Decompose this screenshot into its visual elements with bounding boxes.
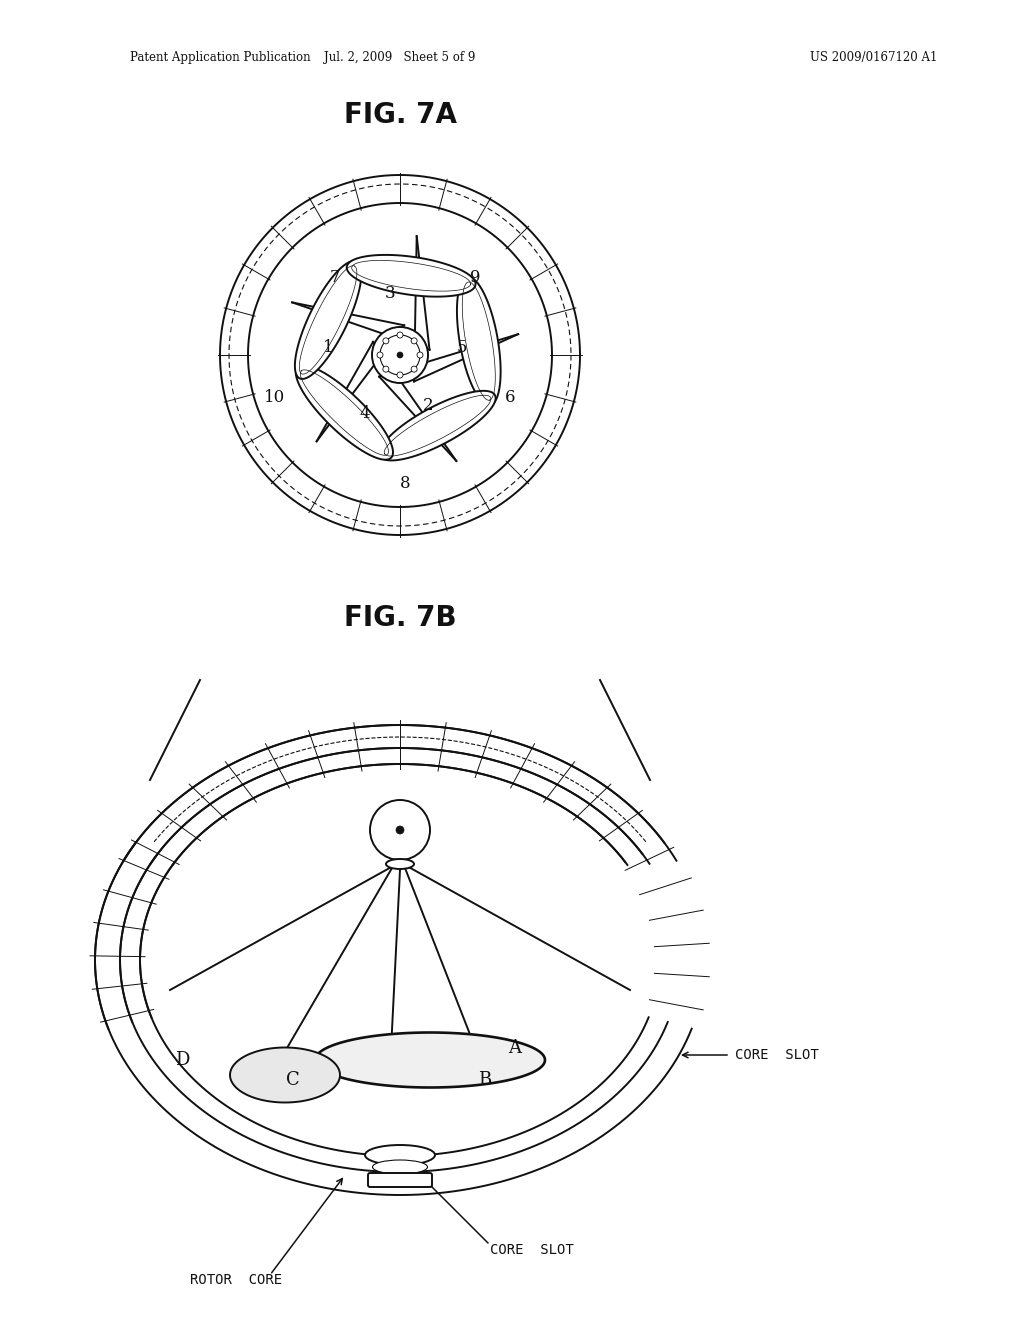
Circle shape — [397, 372, 403, 378]
Polygon shape — [315, 1032, 545, 1088]
Circle shape — [377, 352, 383, 358]
Polygon shape — [347, 255, 475, 297]
FancyBboxPatch shape — [368, 1173, 432, 1187]
Text: A: A — [509, 1039, 521, 1057]
Text: 9: 9 — [470, 268, 480, 285]
Ellipse shape — [365, 1144, 435, 1166]
Text: 1: 1 — [323, 338, 334, 355]
Text: CORE  SLOT: CORE SLOT — [490, 1243, 573, 1257]
Circle shape — [383, 338, 389, 343]
Text: FIG. 7B: FIG. 7B — [344, 605, 457, 632]
Text: 2: 2 — [423, 396, 433, 413]
Text: FIG. 7A: FIG. 7A — [343, 102, 457, 129]
Circle shape — [383, 366, 389, 372]
Text: 8: 8 — [399, 474, 411, 491]
Circle shape — [417, 352, 423, 358]
Circle shape — [397, 333, 403, 338]
Polygon shape — [380, 391, 496, 461]
Text: 6: 6 — [505, 388, 515, 405]
Polygon shape — [296, 366, 393, 459]
Text: CORE  SLOT: CORE SLOT — [735, 1048, 819, 1063]
Text: US 2009/0167120 A1: US 2009/0167120 A1 — [810, 51, 937, 65]
Text: 10: 10 — [264, 388, 286, 405]
Circle shape — [396, 826, 404, 834]
Polygon shape — [230, 1048, 340, 1102]
Text: B: B — [478, 1071, 492, 1089]
Circle shape — [412, 366, 417, 372]
Circle shape — [397, 352, 403, 358]
Text: 5: 5 — [457, 338, 467, 355]
Text: 3: 3 — [385, 285, 395, 301]
Polygon shape — [457, 277, 501, 405]
Circle shape — [370, 800, 430, 861]
Text: D: D — [175, 1051, 189, 1069]
Text: 7: 7 — [330, 268, 340, 285]
Circle shape — [412, 338, 417, 343]
Polygon shape — [295, 261, 361, 379]
Text: 4: 4 — [359, 404, 371, 421]
Circle shape — [372, 327, 428, 383]
Text: Jul. 2, 2009   Sheet 5 of 9: Jul. 2, 2009 Sheet 5 of 9 — [325, 51, 476, 65]
Text: ROTOR  CORE: ROTOR CORE — [190, 1272, 283, 1287]
Text: C: C — [286, 1071, 300, 1089]
Ellipse shape — [386, 859, 414, 869]
Ellipse shape — [373, 1160, 427, 1173]
Text: Patent Application Publication: Patent Application Publication — [130, 51, 310, 65]
